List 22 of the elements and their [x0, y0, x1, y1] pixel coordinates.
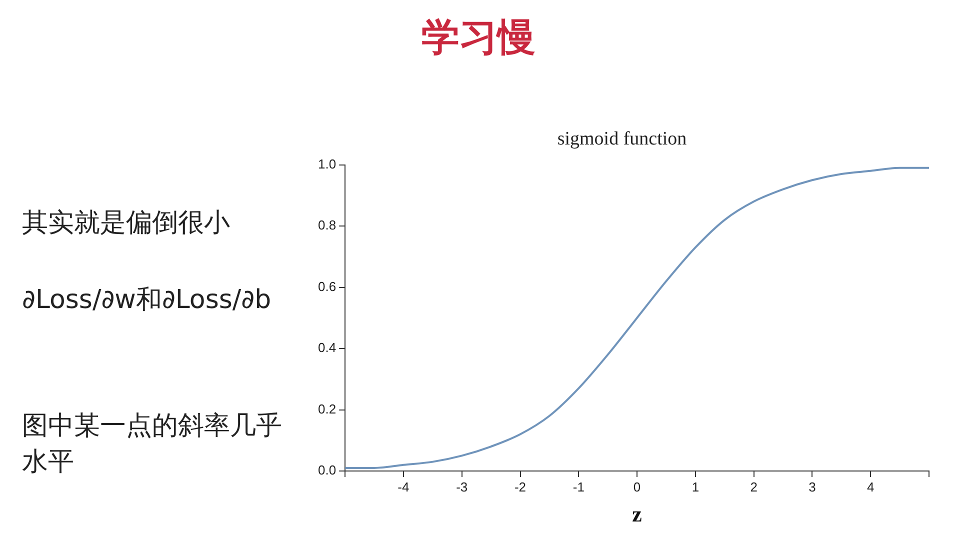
chart-subtitle: sigmoid function [557, 128, 688, 150]
x-tick-label: 1 [692, 479, 700, 494]
x-tick-label: -1 [572, 479, 584, 494]
text: 其实就是偏倒很小 [22, 207, 231, 240]
text: ∂Loss/∂w和∂Loss/∂b [22, 284, 272, 317]
y-tick-label: 0.0 [318, 462, 336, 478]
x-tick-label: -3 [456, 479, 468, 494]
x-tick-label: 2 [750, 479, 758, 494]
x-tick-label: 3 [808, 479, 816, 494]
x-tick-label: -4 [398, 479, 410, 494]
line-series [345, 166, 929, 469]
x-axis-title: z [632, 501, 642, 526]
text: 图中某一点的斜率几乎水平 [22, 410, 282, 479]
y-tick-label: 0.4 [318, 340, 336, 356]
x-tick-label: -2 [514, 479, 526, 494]
y-tick-label: 0.6 [318, 278, 336, 294]
y-tick-label: 1.0 [318, 156, 336, 172]
x-tick-label: 0 [633, 479, 641, 494]
x-tick-label: 4 [866, 479, 874, 494]
y-tick-label: 0.2 [318, 401, 336, 416]
chart-title: 学习慢 [420, 14, 536, 61]
y-tick-label: 0.8 [318, 218, 336, 233]
